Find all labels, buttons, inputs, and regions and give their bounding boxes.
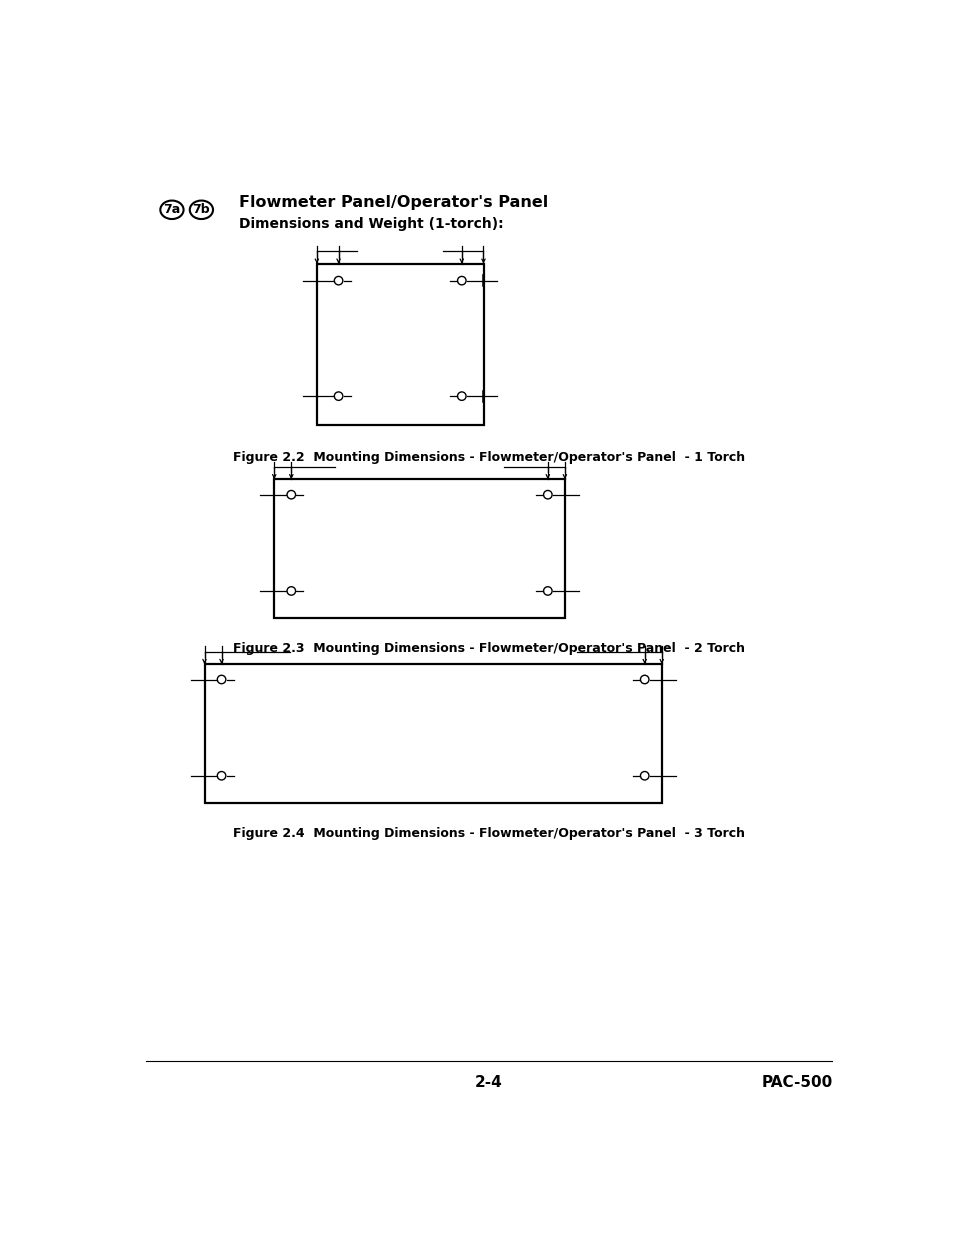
Text: Figure 2.4  Mounting Dimensions - Flowmeter/Operator's Panel  - 3 Torch: Figure 2.4 Mounting Dimensions - Flowmet… [233, 827, 744, 840]
Bar [274, 479, 564, 618]
Text: Figure 2.2  Mounting Dimensions - Flowmeter/Operator's Panel  - 1 Torch: Figure 2.2 Mounting Dimensions - Flowmet… [233, 451, 744, 464]
Bar [204, 664, 661, 803]
Text: 2-4: 2-4 [475, 1074, 502, 1089]
Text: Figure 2.3  Mounting Dimensions - Flowmeter/Operator's Panel  - 2 Torch: Figure 2.3 Mounting Dimensions - Flowmet… [233, 642, 744, 656]
Text: Flowmeter Panel/Operator's Panel: Flowmeter Panel/Operator's Panel [239, 195, 548, 210]
Text: 7a: 7a [163, 204, 180, 216]
Text: PAC-500: PAC-500 [760, 1074, 832, 1089]
Text: 7b: 7b [193, 204, 210, 216]
Text: Dimensions and Weight (1-torch):: Dimensions and Weight (1-torch): [239, 216, 503, 231]
Bar [316, 264, 483, 425]
